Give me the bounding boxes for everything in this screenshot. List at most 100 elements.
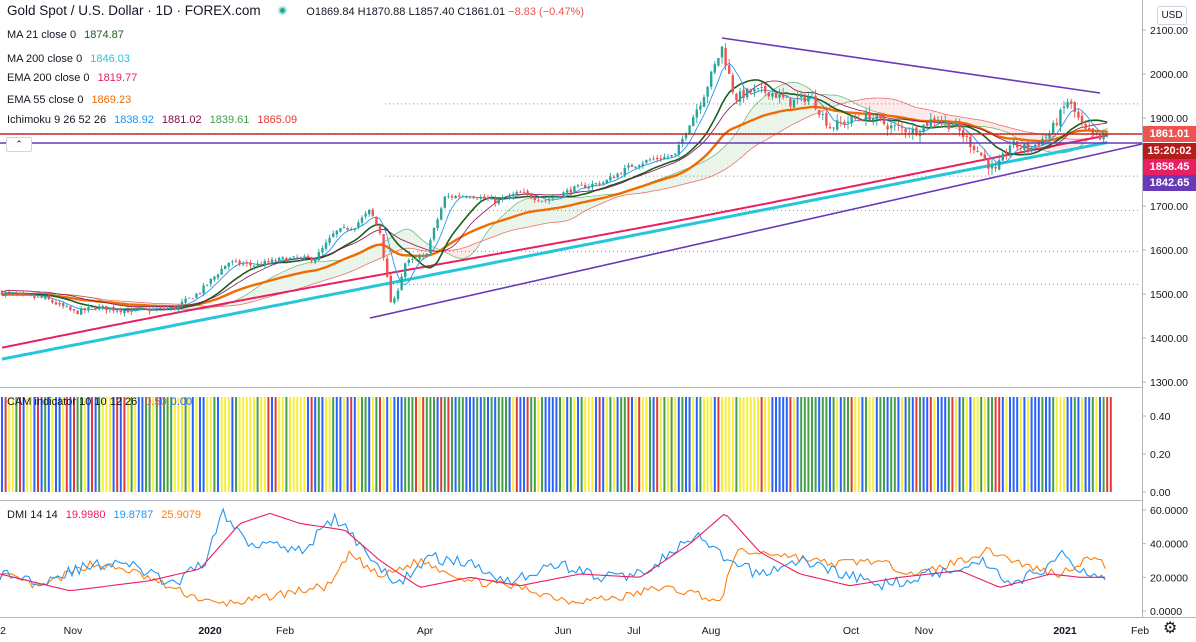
candle-body	[785, 96, 788, 98]
ichimoku-cloud-slice	[435, 248, 440, 251]
candle-body	[767, 92, 770, 97]
ichimoku-cloud-slice	[295, 265, 300, 290]
candle-body	[591, 183, 594, 188]
legend-ema200[interactable]: EMA 200 close 0 1819.77	[7, 72, 137, 84]
time-axis-label: 2021	[1053, 625, 1077, 637]
cam-bar	[1073, 397, 1076, 492]
cam-bar	[947, 397, 950, 492]
candle-body	[0, 290, 4, 295]
candle-body	[1077, 111, 1080, 118]
dmi-axis-label: 40.0000	[1150, 539, 1188, 551]
ichimoku-cloud-slice	[1080, 139, 1084, 145]
legend-dmi-adx: 25.9079	[161, 509, 202, 521]
cam-bar	[469, 397, 471, 492]
time-axis[interactable]: 2 Nov 2020 Feb Apr Jun Jul Aug Oct Nov 2021 Feb	[0, 625, 1149, 637]
candle-body	[90, 306, 94, 308]
candle-body	[278, 257, 281, 261]
legend-cam[interactable]: CAM indicator 10 10 12 26 0.50 0.00	[7, 396, 192, 408]
candle-body	[400, 276, 403, 290]
ichimoku-cloud-slice	[626, 190, 631, 195]
candle-body	[558, 195, 562, 198]
candle-body	[429, 240, 432, 254]
time-axis-label: Feb	[276, 625, 294, 637]
candle-body	[321, 248, 324, 253]
candle-body	[994, 166, 997, 169]
cam-bar	[235, 397, 237, 492]
cam-bar	[65, 397, 68, 492]
cam-bar	[519, 397, 522, 492]
cam-bar	[87, 397, 90, 492]
ichimoku-cloud-slice	[911, 106, 915, 122]
cam-bar	[541, 397, 543, 492]
cam-bar	[1012, 397, 1015, 492]
cam-bar	[325, 397, 327, 492]
cam-bar	[335, 397, 338, 492]
cam-bar	[62, 397, 65, 492]
cam-bar	[1023, 397, 1026, 492]
cam-bar	[739, 397, 741, 492]
candle-body	[684, 133, 688, 139]
candle-body	[749, 89, 752, 93]
candle-body	[134, 308, 137, 310]
ichimoku-cloud-slice	[975, 119, 980, 127]
trendlines[interactable]	[0, 37, 1143, 319]
ichimoku-cloud-slice	[594, 195, 598, 206]
ichimoku-cloud-slice	[907, 104, 912, 121]
candle-body	[234, 260, 238, 262]
ichimoku-cloud-slice	[497, 219, 501, 235]
collapse-legend-button[interactable]: ⌃	[6, 137, 32, 152]
ichimoku-cloud-slice	[1008, 127, 1012, 134]
legend-ma200[interactable]: MA 200 close 0 1846.03	[7, 53, 130, 65]
candle-body	[879, 114, 882, 119]
candle-body	[926, 122, 929, 126]
candle-body	[875, 115, 878, 120]
settings-gear-icon[interactable]: ⚙	[1163, 620, 1178, 637]
cam-bar	[1084, 397, 1087, 492]
ohlc-open: O1869.84	[306, 6, 355, 18]
cam-bar	[119, 397, 122, 492]
cam-bar	[361, 397, 363, 492]
ichimoku-cloud-slice	[644, 184, 649, 193]
cam-bar	[407, 397, 410, 492]
price-axis-label: 1300.00	[1150, 377, 1188, 389]
candle-body	[893, 125, 896, 127]
ichimoku-cloud-slice	[853, 100, 858, 104]
candle-body	[159, 307, 162, 309]
ichimoku-cloud-slice	[363, 250, 368, 265]
ichimoku-cloud-slice	[288, 268, 292, 292]
ichimoku-cloud-slice	[918, 108, 922, 122]
candle-body	[285, 258, 288, 262]
candle-body	[288, 257, 292, 261]
legend-ichimoku-v3: 1839.61	[209, 114, 250, 126]
cam-bar	[209, 397, 212, 492]
cam-bar	[109, 397, 111, 492]
ichimoku-cloud-slice	[705, 159, 710, 178]
ichimoku-cloud-slice	[687, 167, 692, 183]
legend-ma21[interactable]: MA 21 close 0 1874.87	[7, 29, 124, 41]
ichimoku-cloud-slice	[1065, 138, 1070, 153]
ichimoku-cloud-slice	[968, 118, 973, 127]
legend-ema55[interactable]: EMA 55 close 0 1869.23	[7, 94, 131, 106]
candle-body	[652, 158, 655, 160]
candle-body	[209, 278, 212, 284]
cam-bar	[800, 397, 803, 492]
legend-dmi[interactable]: DMI 14 14 19.9980 19.8787 25.9079	[7, 509, 201, 521]
cam-bar	[735, 397, 738, 492]
cam-bar	[551, 397, 554, 492]
ichimoku-cloud-slice	[367, 249, 372, 264]
candle-body	[292, 256, 295, 258]
cam-bar	[839, 397, 842, 492]
cam-bar	[609, 397, 612, 492]
symbol-title[interactable]: Gold Spot / U.S. Dollar · 1D · FOREX.com	[7, 3, 261, 18]
cam-bar	[544, 397, 547, 492]
cam-bar	[37, 397, 39, 492]
cam-bar	[339, 397, 342, 492]
legend-ichimoku[interactable]: Ichimoku 9 26 52 26 1838.92 1881.02 1839.61…	[7, 114, 297, 126]
price-axis[interactable]: 1300.001400.001500.001600.001700.001800.…	[1142, 25, 1188, 389]
candle-body	[98, 306, 101, 310]
candle-body	[947, 120, 950, 129]
ichimoku-cloud-slice	[896, 100, 901, 119]
candle-body	[54, 302, 58, 305]
currency-button[interactable]: USD	[1157, 6, 1187, 25]
